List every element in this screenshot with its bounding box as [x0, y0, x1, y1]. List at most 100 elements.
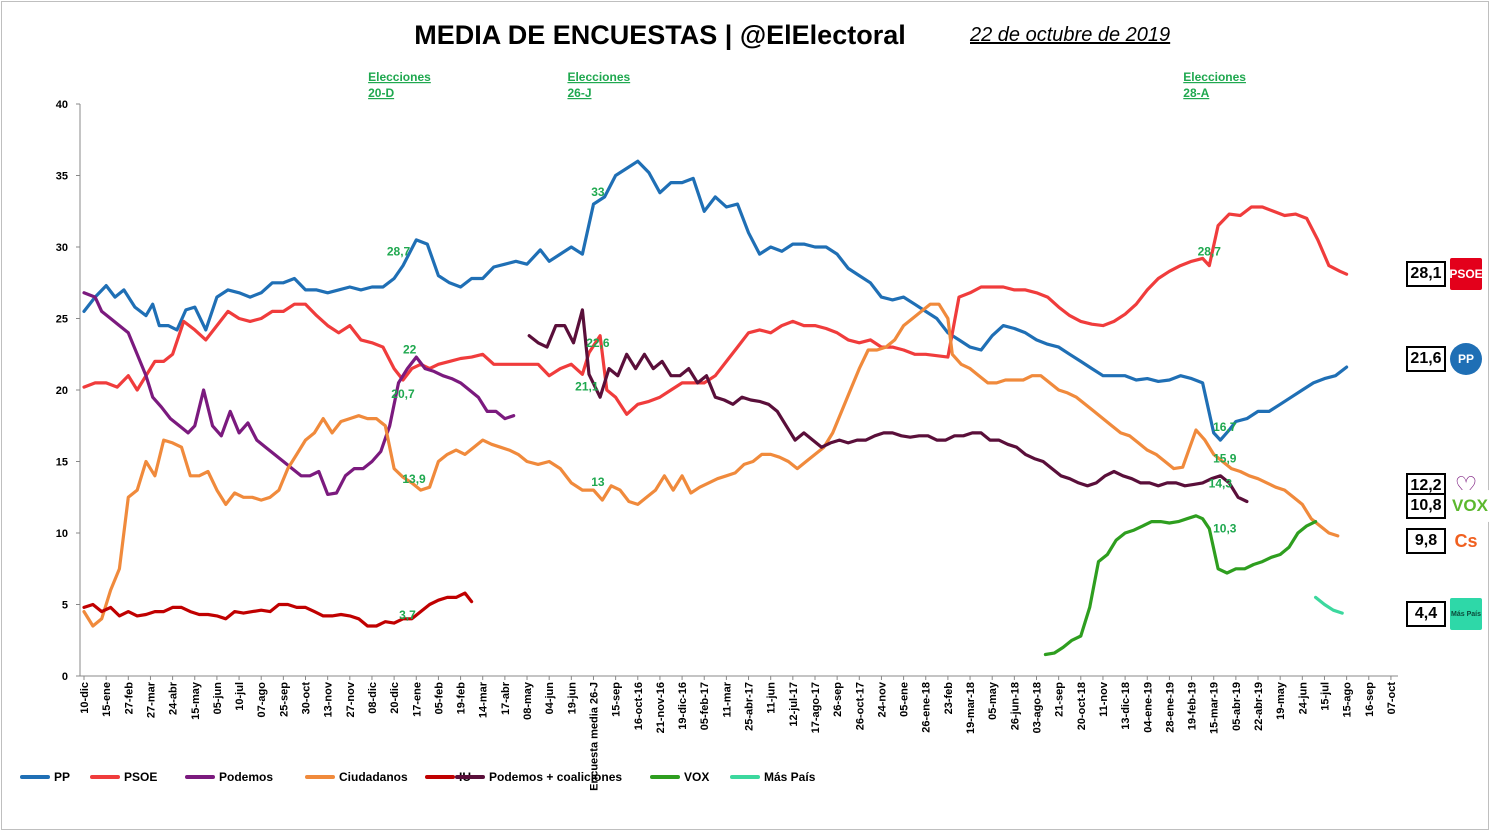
x-tick-label: 28-ene-19	[1164, 682, 1176, 733]
ciudadanos-logo: Cs	[1450, 525, 1482, 557]
data-label: 28,7	[1198, 245, 1222, 259]
data-label: 14,3	[1209, 477, 1233, 491]
x-tick-label: 27-feb	[123, 682, 135, 715]
legend-item-podemos-coaliciones: Podemos + coaliciones	[455, 770, 622, 784]
series-line-m-s-pa-s	[1314, 595, 1344, 615]
chart-date: 22 de octubre de 2019	[970, 24, 1171, 46]
x-tick-label: 24-nov	[876, 681, 888, 717]
x-tick-label: 19-feb	[456, 682, 468, 715]
y-tick-label: 15	[56, 457, 68, 469]
end-value-pp: 21,6	[1406, 346, 1446, 372]
election-label: 26-J	[567, 86, 591, 100]
x-tick-label: 25-sep	[278, 682, 290, 717]
data-label: 13,9	[402, 472, 426, 486]
legend-swatch	[425, 775, 455, 779]
data-label: 28,7	[387, 245, 411, 259]
election-label: Elecciones	[567, 70, 630, 84]
data-label: 22,6	[586, 336, 610, 350]
x-tick-label: 26-sep	[832, 682, 844, 717]
x-tick-label: 04-jun	[544, 682, 556, 715]
x-tick-label: 19-dic-16	[677, 682, 689, 730]
x-tick-label: 22-abr-19	[1253, 682, 1265, 731]
y-tick-label: 10	[56, 528, 68, 540]
legend-label: PSOE	[124, 770, 158, 784]
election-label: 20-D	[368, 86, 394, 100]
x-tick-label: 15-ago	[1342, 682, 1354, 718]
data-label: 22	[403, 342, 417, 356]
series-line-vox	[1043, 514, 1318, 657]
x-tick-label: 30-oct	[301, 682, 313, 715]
x-tick-label: 17-ago-17	[810, 682, 822, 733]
legend-label: Podemos + coaliciones	[489, 770, 623, 784]
data-label: 10,3	[1213, 522, 1237, 536]
x-tick-label: 05-ene	[899, 682, 911, 717]
x-tick-label: 05-feb-17	[699, 682, 711, 730]
x-tick-label: 05-jun	[212, 682, 224, 715]
x-tick-label: 08-dic	[367, 682, 379, 714]
x-tick-label: 10-dic	[79, 682, 91, 714]
legend-swatch	[90, 775, 120, 779]
y-tick-label: 5	[62, 600, 68, 612]
end-value-psoe: 28,1	[1406, 261, 1446, 287]
x-tick-label: 21-nov-16	[655, 682, 667, 733]
x-tick-label: 16-oct-16	[633, 682, 645, 730]
x-tick-label: 24-abr	[168, 681, 180, 715]
x-tick-label: 15-mar-19	[1209, 682, 1221, 734]
legend-label: VOX	[684, 770, 710, 784]
y-tick-label: 35	[56, 171, 68, 183]
legend-item-pp: PP	[20, 770, 70, 784]
x-tick-label: 08-may	[522, 681, 534, 720]
x-tick-label: 19-jun	[566, 682, 578, 715]
data-label: 16,7	[1213, 420, 1237, 434]
x-tick-label: 14-mar	[478, 681, 490, 718]
x-tick-label: 04-ene-19	[1142, 682, 1154, 733]
series-line-ciudadanos	[82, 302, 1340, 628]
psoe-logo: PSOE	[1449, 258, 1483, 290]
x-tick-label: 26-ene-18	[921, 682, 933, 733]
y-tick-label: 0	[62, 671, 68, 683]
legend-label: PP	[54, 770, 71, 784]
data-label: 20,7	[391, 387, 415, 401]
x-tick-label: 07-oct	[1386, 682, 1398, 715]
x-tick-label: 12-jul-17	[788, 682, 800, 727]
data-label: 15,9	[1213, 452, 1237, 466]
x-tick-label: 13-dic-18	[1120, 682, 1132, 730]
legend-label: Más País	[764, 770, 816, 784]
legend-swatch	[20, 775, 50, 779]
x-tick-label: Encuesta media 26-J	[588, 682, 600, 791]
y-tick-label: 40	[56, 99, 68, 111]
legend-label: Ciudadanos	[339, 770, 408, 784]
x-tick-label: 13-nov	[323, 681, 335, 717]
x-tick-label: 19-mar-18	[965, 682, 977, 734]
x-tick-label: 15-may	[190, 681, 202, 720]
legend-item-podemos: Podemos	[185, 770, 273, 784]
election-label: 28-A	[1183, 86, 1209, 100]
x-tick-label: 15-ene	[101, 682, 113, 717]
x-tick-label: 26-jun-18	[1009, 682, 1021, 730]
election-label: Elecciones	[1183, 70, 1246, 84]
x-tick-label: 20-oct-18	[1076, 682, 1088, 730]
election-label: Elecciones	[368, 70, 431, 84]
y-tick-label: 20	[56, 385, 68, 397]
x-tick-label: 10-jul	[234, 682, 246, 711]
vox-logo: VOX	[1450, 490, 1490, 522]
series-line-pp	[82, 159, 1349, 442]
x-tick-label: 20-dic	[389, 682, 401, 714]
x-tick-label: 07-ago	[256, 682, 268, 718]
y-tick-label: 25	[56, 314, 68, 326]
series-line-iu	[82, 591, 474, 628]
legend-swatch	[730, 775, 760, 779]
x-tick-label: 26-oct-17	[854, 682, 866, 730]
y-tick-label: 30	[56, 242, 68, 254]
data-label: 3,7	[399, 608, 416, 622]
legend-item-psoe: PSOE	[90, 770, 157, 784]
x-tick-label: 11-jun	[766, 682, 778, 714]
x-tick-label: 05-feb	[433, 682, 445, 715]
legend-item-ciudadanos: Ciudadanos	[305, 770, 408, 784]
x-tick-label: 03-ago-18	[1032, 682, 1044, 733]
x-tick-label: 24-jun	[1297, 682, 1309, 715]
data-label: 13	[591, 475, 605, 489]
series-line-podemos-coaliciones	[527, 308, 1249, 504]
